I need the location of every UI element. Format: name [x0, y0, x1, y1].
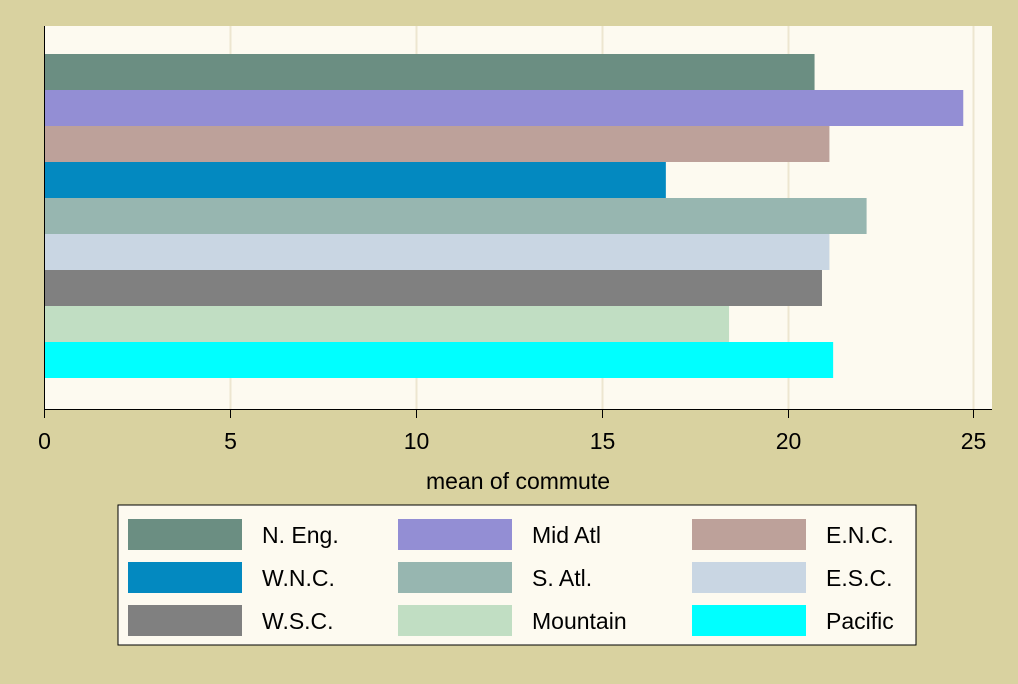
x-tick-label: 5 — [224, 428, 237, 454]
legend-swatch-s-atl — [398, 562, 512, 593]
bar-n-eng — [45, 54, 815, 90]
x-tick-label: 20 — [776, 428, 802, 454]
x-tick-label: 15 — [590, 428, 616, 454]
bar-pacific — [45, 342, 834, 378]
legend-label-mountain: Mountain — [532, 608, 627, 634]
bar-e-n-c — [45, 126, 830, 162]
legend-swatch-w-s-c — [128, 605, 242, 636]
x-tick-label: 10 — [404, 428, 430, 454]
legend: N. Eng. Mid Atl E.N.C. W.N.C. S. Atl. E.S.C. W… — [128, 519, 894, 636]
x-axis-label: mean of commute — [426, 468, 610, 494]
legend-label-e-n-c: E.N.C. — [826, 522, 894, 548]
legend-swatch-e-s-c — [692, 562, 806, 593]
legend-swatch-e-n-c — [692, 519, 806, 550]
legend-label-w-n-c: W.N.C. — [262, 565, 335, 591]
x-tick-label: 25 — [961, 428, 987, 454]
legend-swatch-pacific — [692, 605, 806, 636]
legend-swatch-mid-atl — [398, 519, 512, 550]
legend-label-pacific: Pacific — [826, 608, 894, 634]
bar-mountain — [45, 306, 730, 342]
legend-label-mid-atl: Mid Atl — [532, 522, 601, 548]
bars — [45, 54, 964, 378]
legend-label-n-eng: N. Eng. — [262, 522, 339, 548]
bar-mid-atl — [45, 90, 964, 126]
legend-swatch-n-eng — [128, 519, 242, 550]
legend-label-e-s-c: E.S.C. — [826, 565, 892, 591]
legend-swatch-mountain — [398, 605, 512, 636]
legend-label-w-s-c: W.S.C. — [262, 608, 334, 634]
legend-label-s-atl: S. Atl. — [532, 565, 592, 591]
bar-w-n-c — [45, 162, 666, 198]
bar-s-atl — [45, 198, 867, 234]
legend-swatch-w-n-c — [128, 562, 242, 593]
bar-e-s-c — [45, 234, 830, 270]
bar-w-s-c — [45, 270, 822, 306]
x-tick-label: 0 — [38, 428, 51, 454]
x-ticks: 0 5 10 15 20 25 — [38, 409, 986, 454]
